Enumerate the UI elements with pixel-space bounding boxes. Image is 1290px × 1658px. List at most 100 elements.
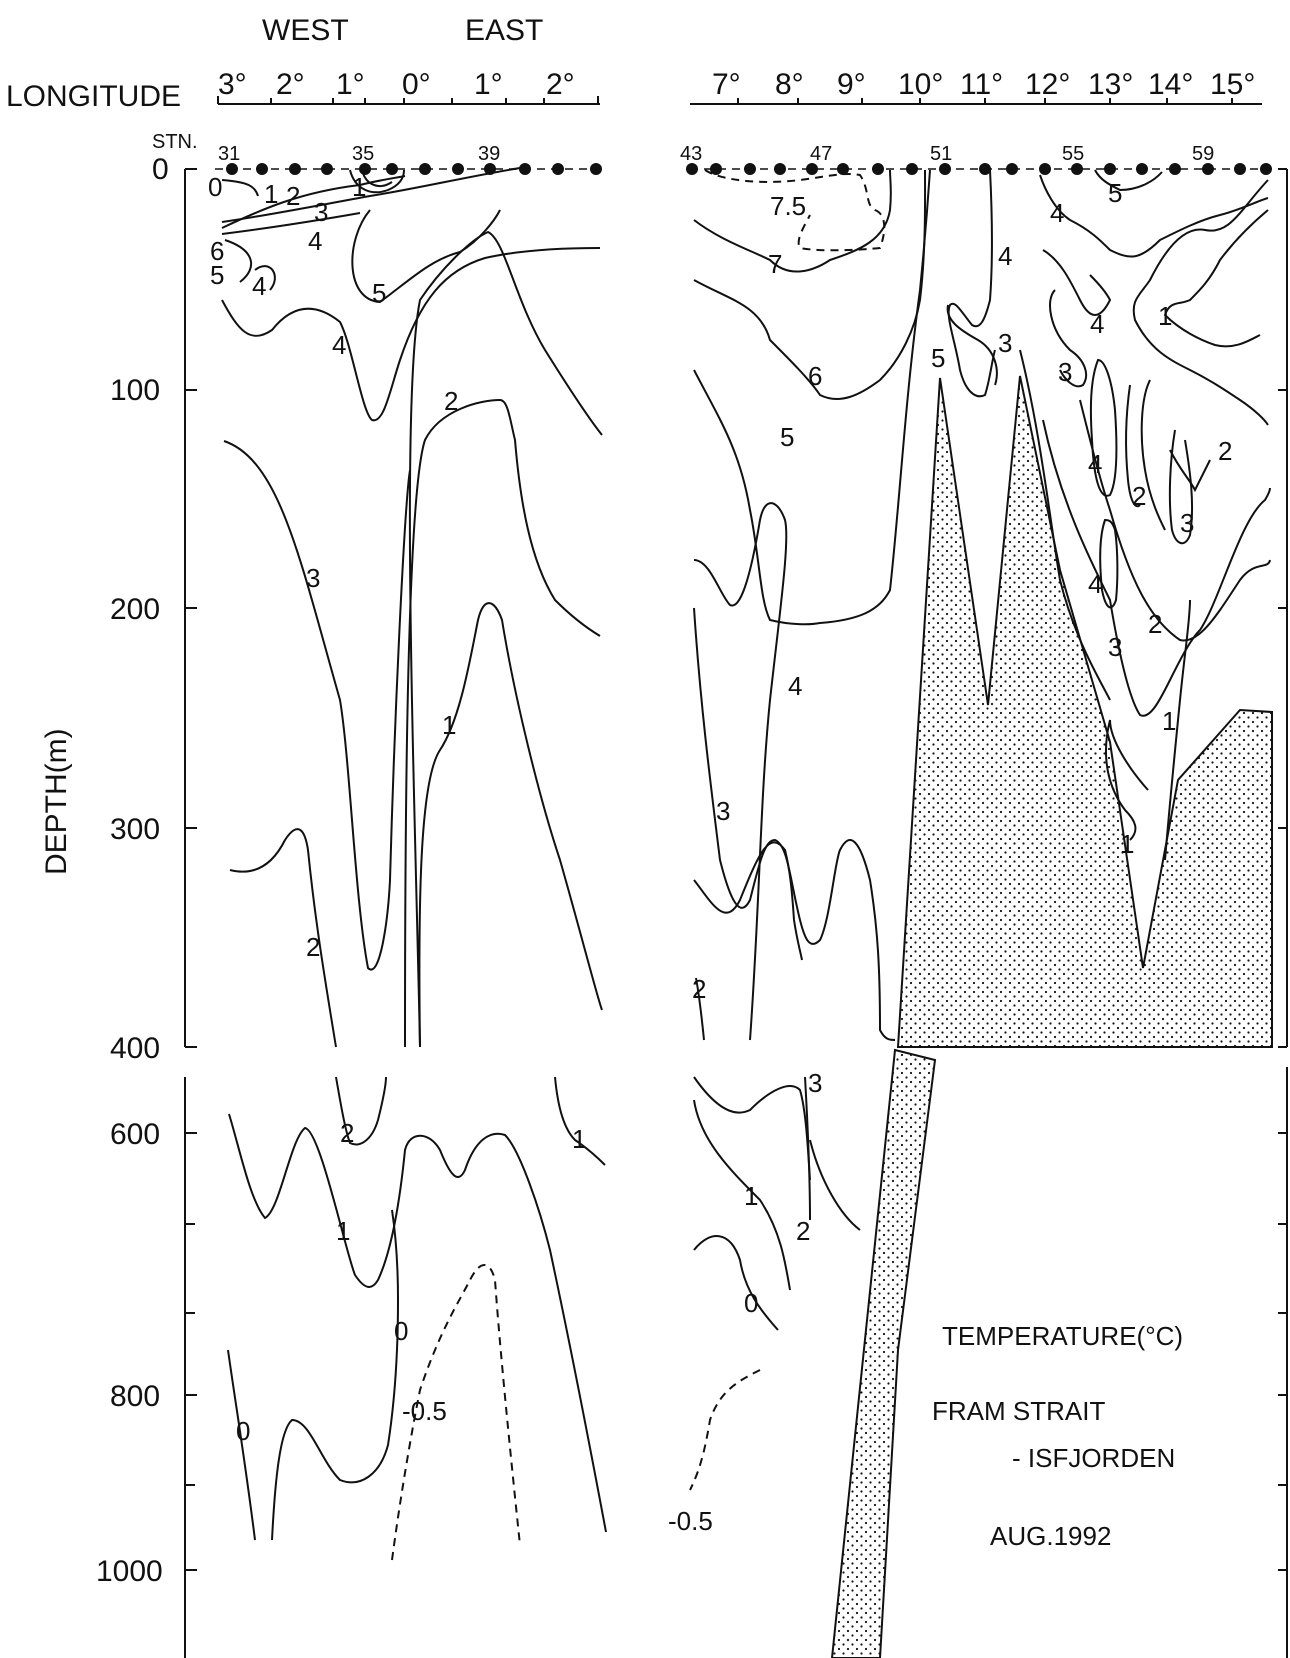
isotherm-label: 2 <box>1148 609 1162 639</box>
station-dot <box>906 163 918 175</box>
station-dot <box>419 163 431 175</box>
isotherm-label: 4 <box>1088 569 1102 599</box>
station-dot <box>552 163 564 175</box>
station-dot <box>1104 163 1116 175</box>
isotherm-label: 2 <box>796 1216 810 1246</box>
isotherm-label: 1 <box>336 1216 350 1246</box>
chart-date: AUG.1992 <box>990 1521 1111 1551</box>
station-dot <box>289 163 301 175</box>
depth-tick-label: 200 <box>110 593 160 626</box>
depth-axis-lower <box>184 1077 197 1658</box>
isotherm-label: 3 <box>998 328 1012 358</box>
right-longitude-tick: 9° <box>837 68 866 101</box>
station-dot <box>837 163 849 175</box>
right-longitude-axis <box>690 98 1262 105</box>
isotherm-label: 4 <box>308 226 322 256</box>
isotherm-label: 5 <box>372 278 386 308</box>
isotherm-label: 4 <box>788 671 802 701</box>
isotherm-label: 1 <box>1158 301 1172 331</box>
left-longitude-tick-labels: 3° 2° 1° 0° 1° 2° <box>218 68 575 101</box>
isotherms-left-upper <box>221 167 603 1048</box>
isotherm-label: 0 <box>208 172 222 202</box>
station-number: 47 <box>810 143 832 165</box>
chart-subtitle-line-1: FRAM STRAIT <box>932 1396 1105 1426</box>
right-longitude-tick: 14° <box>1148 68 1193 101</box>
isotherm-label: 4 <box>1090 309 1104 339</box>
station-number: 39 <box>478 143 500 165</box>
isotherm-label: 3 <box>314 197 328 227</box>
station-dot <box>872 163 884 175</box>
station-dot <box>452 163 464 175</box>
isotherm-label: 5 <box>210 260 224 290</box>
left-longitude-axis <box>217 96 600 105</box>
isotherm-label: 0 <box>236 1416 250 1446</box>
isotherm-label: 4 <box>1088 449 1102 479</box>
station-number: 31 <box>218 143 240 165</box>
right-longitude-tick: 13° <box>1088 68 1133 101</box>
right-longitude-tick-labels: 7° 8° 9° 10° 11° 12° 13° 14° 15° <box>712 68 1255 101</box>
depth-tick-label: 0 <box>152 153 169 186</box>
station-dot <box>744 163 756 175</box>
right-longitude-tick: 10° <box>898 68 943 101</box>
station-number: 35 <box>352 143 374 165</box>
station-dot <box>386 163 398 175</box>
east-label: EAST <box>465 14 543 47</box>
station-dot <box>939 163 951 175</box>
station-number-labels: 31 35 39 43 47 51 55 59 <box>218 143 1214 165</box>
isotherm-label: 2 <box>692 974 706 1004</box>
isotherm-label: 2 <box>444 386 458 416</box>
depth-tick-label: 300 <box>110 813 160 846</box>
depth-tick-labels: 0 100 200 300 400 600 800 1000 <box>96 153 169 1588</box>
station-dot <box>1260 163 1272 175</box>
station-markers <box>226 163 1272 175</box>
station-dot <box>979 163 991 175</box>
station-dot <box>774 163 786 175</box>
isotherm-label: 1 <box>1162 706 1176 736</box>
isotherm-label: 0 <box>394 1316 408 1346</box>
station-dot <box>590 163 602 175</box>
isotherm-label: 1 <box>442 710 456 740</box>
isotherm-label: 6 <box>808 361 822 391</box>
isotherm-label: 1 <box>352 172 366 202</box>
isotherm-label: 3 <box>1108 632 1122 662</box>
station-dot <box>806 163 818 175</box>
isotherms-right-upper <box>693 169 1271 1041</box>
chart-subtitle-line-2: - ISFJORDEN <box>1012 1443 1175 1473</box>
isotherms-left-lower <box>227 1076 607 1561</box>
station-dot <box>1006 163 1018 175</box>
isotherm-label: 3 <box>1180 508 1194 538</box>
isotherm-label: 3 <box>808 1068 822 1098</box>
isotherm-label: 2 <box>340 1118 354 1148</box>
isotherm-label: 2 <box>1132 481 1146 511</box>
isotherm-label: 1 <box>1120 829 1134 859</box>
station-dot <box>321 163 333 175</box>
depth-axis-upper <box>184 168 197 1048</box>
depth-tick-label: 600 <box>110 1118 160 1151</box>
isotherm-label: 5 <box>1108 178 1122 208</box>
isotherm-label: 2 <box>306 932 320 962</box>
depth-tick-label: 800 <box>110 1380 160 1413</box>
isotherm-label: 1 <box>264 179 278 209</box>
station-dot <box>1202 163 1214 175</box>
station-dot <box>256 163 268 175</box>
station-label: STN. <box>152 131 198 153</box>
depth-tick-label: 400 <box>110 1032 160 1065</box>
bathymetry-lower <box>830 1048 937 1658</box>
isotherm-label: 6 <box>210 236 224 266</box>
isotherm-label: 4 <box>252 271 266 301</box>
isotherm-label: 4 <box>332 330 346 360</box>
isotherm-label: 2 <box>286 181 300 211</box>
isotherm-label: 7.5 <box>770 191 806 221</box>
left-longitude-tick: 2° <box>546 68 575 101</box>
right-longitude-tick: 11° <box>960 68 1003 101</box>
isotherm-label: 1 <box>744 1181 758 1211</box>
right-longitude-tick: 7° <box>712 68 741 101</box>
right-longitude-tick: 8° <box>775 68 804 101</box>
left-longitude-tick: 1° <box>336 68 365 101</box>
station-number: 43 <box>680 143 702 165</box>
station-dot <box>519 163 531 175</box>
isotherm-label: -0.5 <box>668 1506 713 1536</box>
station-number: 55 <box>1062 143 1084 165</box>
isotherm-label: 5 <box>931 343 945 373</box>
